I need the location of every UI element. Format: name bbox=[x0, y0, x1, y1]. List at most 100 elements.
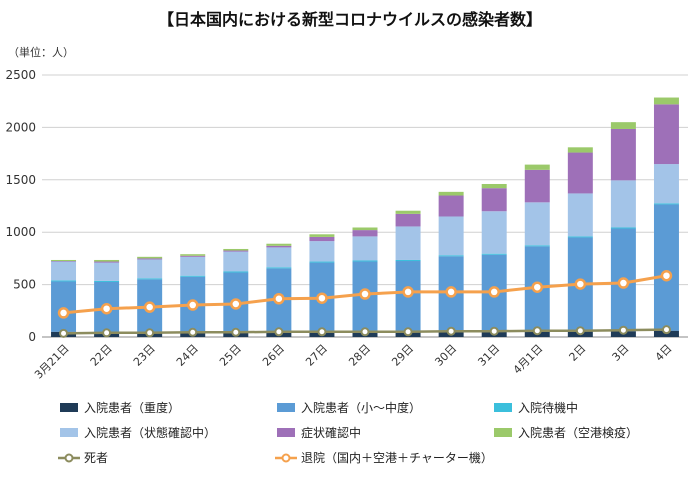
bar-4-6 bbox=[309, 236, 335, 242]
legend-marker-6 bbox=[64, 453, 74, 463]
x-tick-label-9: 30日 bbox=[432, 342, 459, 369]
line-point-0-7 bbox=[360, 327, 370, 337]
legend-label-2: 入院待機中 bbox=[518, 400, 578, 415]
x-tick-label-8: 29日 bbox=[389, 342, 416, 369]
bar-3-1 bbox=[94, 262, 120, 281]
x-tick-label-12: 2日 bbox=[567, 342, 589, 364]
bar-2-12 bbox=[567, 236, 593, 238]
chart-title: 【日本国内における新型コロナウイルスの感染者数】 bbox=[157, 10, 542, 29]
line-point-1-9 bbox=[445, 286, 457, 298]
line-point-0-9 bbox=[446, 326, 456, 336]
line-point-1-12 bbox=[574, 278, 587, 290]
bar-5-7 bbox=[352, 227, 378, 231]
legend-label-1: 入院患者（小～中度） bbox=[301, 400, 421, 415]
x-tick-label-7: 28日 bbox=[346, 342, 373, 369]
bar-4-3 bbox=[180, 255, 206, 257]
line-point-0-6 bbox=[317, 327, 327, 337]
legend-label-5: 入院患者（空港検疫） bbox=[518, 425, 638, 440]
bar-4-8 bbox=[395, 213, 421, 227]
legend-swatch-0 bbox=[60, 403, 78, 412]
bar-3-8 bbox=[395, 226, 421, 260]
bar-3-0 bbox=[51, 261, 77, 281]
line-point-1-6 bbox=[316, 292, 328, 304]
bar-3-9 bbox=[438, 216, 464, 256]
bar-2-5 bbox=[266, 267, 292, 269]
bar-2-7 bbox=[352, 260, 378, 262]
line-point-0-12 bbox=[575, 326, 585, 336]
bar-3-2 bbox=[137, 259, 163, 279]
bar-5-13 bbox=[610, 122, 636, 129]
x-tick-label-1: 22日 bbox=[88, 342, 115, 369]
bar-5-11 bbox=[524, 164, 550, 170]
bar-2-0 bbox=[51, 280, 77, 282]
x-tick-label-3: 24日 bbox=[174, 342, 201, 369]
bar-3-4 bbox=[223, 251, 249, 272]
x-tick-label-10: 31日 bbox=[475, 342, 502, 369]
bar-3-10 bbox=[481, 211, 507, 254]
legend-label-7: 退院（国内＋空港＋チャーター機） bbox=[301, 450, 493, 465]
bar-4-5 bbox=[266, 245, 292, 248]
line-point-1-10 bbox=[488, 286, 500, 298]
bar-4-10 bbox=[481, 188, 507, 212]
bar-2-4 bbox=[223, 271, 249, 273]
bar-3-5 bbox=[266, 247, 292, 268]
bar-3-14 bbox=[653, 164, 679, 204]
legend-swatch-1 bbox=[277, 403, 295, 412]
legend-label-4: 症状確認中 bbox=[301, 425, 361, 440]
x-tick-label-13: 3日 bbox=[610, 342, 632, 364]
bar-2-9 bbox=[438, 255, 464, 257]
line-point-1-3 bbox=[186, 299, 199, 311]
line-point-0-8 bbox=[403, 327, 413, 337]
line-point-0-10 bbox=[489, 326, 499, 336]
bar-5-6 bbox=[309, 234, 335, 237]
line-point-1-14 bbox=[660, 269, 673, 282]
y-tick-label-500: 500 bbox=[13, 278, 36, 292]
bar-4-13 bbox=[610, 128, 636, 181]
bar-4-2 bbox=[137, 258, 163, 260]
line-point-1-1 bbox=[100, 302, 113, 315]
bar-2-2 bbox=[137, 278, 163, 280]
legend-swatch-4 bbox=[277, 428, 295, 437]
bar-3-6 bbox=[309, 241, 335, 262]
line-point-0-14 bbox=[661, 325, 671, 335]
y-tick-label-1500: 1500 bbox=[5, 173, 36, 187]
bar-5-10 bbox=[481, 183, 507, 189]
legend-swatch-5 bbox=[494, 428, 512, 437]
legend-label-6: 死者 bbox=[84, 451, 108, 465]
x-tick-label-6: 27日 bbox=[303, 342, 330, 369]
bar-4-7 bbox=[352, 230, 378, 237]
line-point-1-2 bbox=[143, 301, 156, 313]
y-tick-label-2500: 2500 bbox=[5, 68, 36, 82]
bar-4-12 bbox=[567, 152, 593, 194]
bar-5-1 bbox=[94, 259, 120, 262]
line-point-1-7 bbox=[359, 288, 371, 300]
line-point-1-4 bbox=[230, 298, 242, 310]
bar-3-3 bbox=[180, 256, 206, 276]
line-point-1-11 bbox=[531, 281, 544, 293]
bar-2-6 bbox=[309, 261, 335, 263]
bar-2-14 bbox=[653, 203, 679, 205]
legend-swatch-2 bbox=[494, 403, 512, 412]
line-point-0-5 bbox=[274, 327, 284, 337]
y-tick-label-1000: 1000 bbox=[5, 225, 36, 239]
bar-4-14 bbox=[653, 104, 679, 165]
bar-3-11 bbox=[524, 202, 550, 246]
bar-3-7 bbox=[352, 236, 378, 261]
bar-2-3 bbox=[180, 275, 206, 277]
bar-4-1 bbox=[94, 261, 120, 263]
bar-5-0 bbox=[51, 259, 77, 262]
bar-5-3 bbox=[180, 254, 206, 256]
line-point-0-11 bbox=[532, 326, 542, 336]
bar-2-13 bbox=[610, 227, 636, 229]
legend-label-3: 入院患者（状態確認中） bbox=[84, 425, 216, 440]
bar-5-8 bbox=[395, 210, 421, 214]
bar-2-10 bbox=[481, 253, 507, 255]
line-point-0-1 bbox=[102, 328, 112, 338]
legend-swatch-3 bbox=[60, 428, 78, 437]
line-point-0-4 bbox=[231, 327, 241, 337]
bar-2-11 bbox=[524, 245, 550, 247]
bar-5-14 bbox=[653, 97, 679, 105]
x-tick-label-2: 23日 bbox=[131, 342, 158, 369]
